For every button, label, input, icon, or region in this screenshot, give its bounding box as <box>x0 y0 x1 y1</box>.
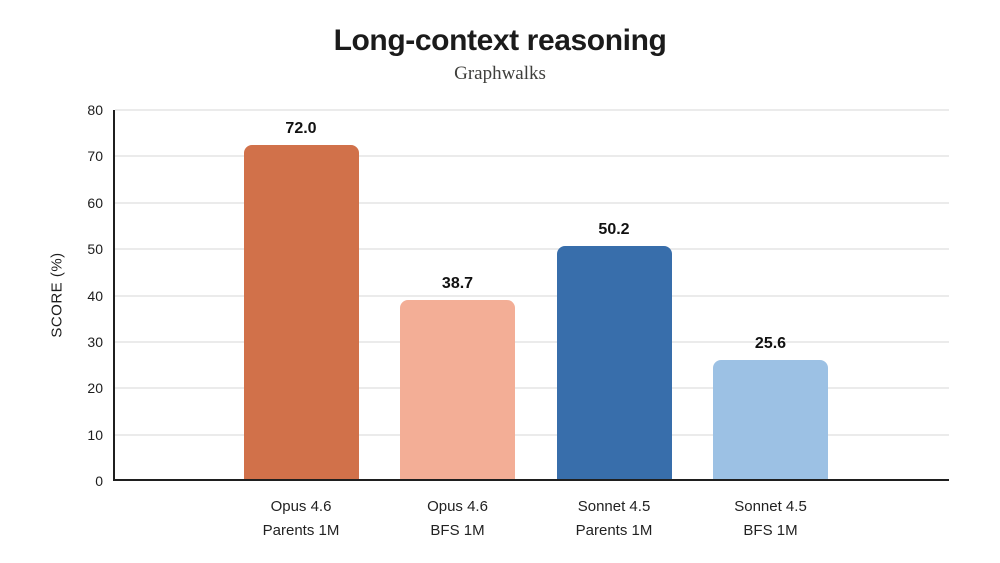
bar-sonnet-4-5-bfs-1m <box>713 360 828 479</box>
gridline <box>115 294 949 297</box>
x-tick-label-line: Opus 4.6 <box>270 498 332 515</box>
y-tick-label: 0 <box>95 473 103 489</box>
y-tick-label: 50 <box>87 241 103 258</box>
y-tick-label: 40 <box>87 287 103 304</box>
gridline <box>115 340 949 343</box>
y-tick-label: 10 <box>87 426 103 443</box>
y-axis-title: SCORE (%) <box>48 252 66 338</box>
x-tick-label: Opus 4.6 Parents 1M <box>216 495 386 543</box>
y-tick-label: 70 <box>87 148 103 165</box>
x-tick-label: Opus 4.6 BFS 1M <box>373 495 543 543</box>
x-tick-label-line: Opus 4.6 <box>427 498 488 515</box>
x-tick-label-line: BFS 1M <box>430 522 485 539</box>
plot-area: 0 10 20 30 40 50 60 70 80 72.0 Opus 4.6 Parents 1M 3… <box>87 103 949 539</box>
y-tick-label: 80 <box>87 102 103 118</box>
x-tick-label-line: BFS 1M <box>743 522 798 539</box>
bar-value-label: 50.2 <box>598 221 630 239</box>
gridline <box>115 201 949 204</box>
x-tick-label-line: Sonnet 4.5 <box>577 498 651 515</box>
chart-subtitle: Graphwalks <box>454 63 546 84</box>
x-tick-label-line: Sonnet 4.5 <box>734 498 807 515</box>
gridline <box>115 109 949 111</box>
gridline <box>115 155 949 158</box>
bar-opus-4-6-parents-1m <box>243 145 359 479</box>
gridline <box>115 248 949 251</box>
y-tick-label: 60 <box>87 194 103 211</box>
bar-value-label: 38.7 <box>441 274 474 292</box>
bar-value-label: 72.0 <box>285 120 317 138</box>
x-tick-label-line: Parents 1M <box>262 522 340 539</box>
x-tick-label-line: Parents 1M <box>575 522 653 539</box>
gridline <box>115 433 949 436</box>
y-tick-label: 30 <box>87 333 103 350</box>
chart-title: Long-context reasoning <box>333 24 667 57</box>
x-tick-label: Sonnet 4.5 BFS 1M <box>686 495 856 543</box>
y-tick-label: 20 <box>87 380 103 397</box>
bar-value-label: 25.6 <box>754 335 787 353</box>
bar-sonnet-4-5-parents-1m <box>556 246 672 479</box>
bar-opus-4-6-bfs-1m <box>400 299 515 479</box>
gridline <box>115 387 949 390</box>
x-tick-label: Sonnet 4.5 Parents 1M <box>529 495 699 543</box>
